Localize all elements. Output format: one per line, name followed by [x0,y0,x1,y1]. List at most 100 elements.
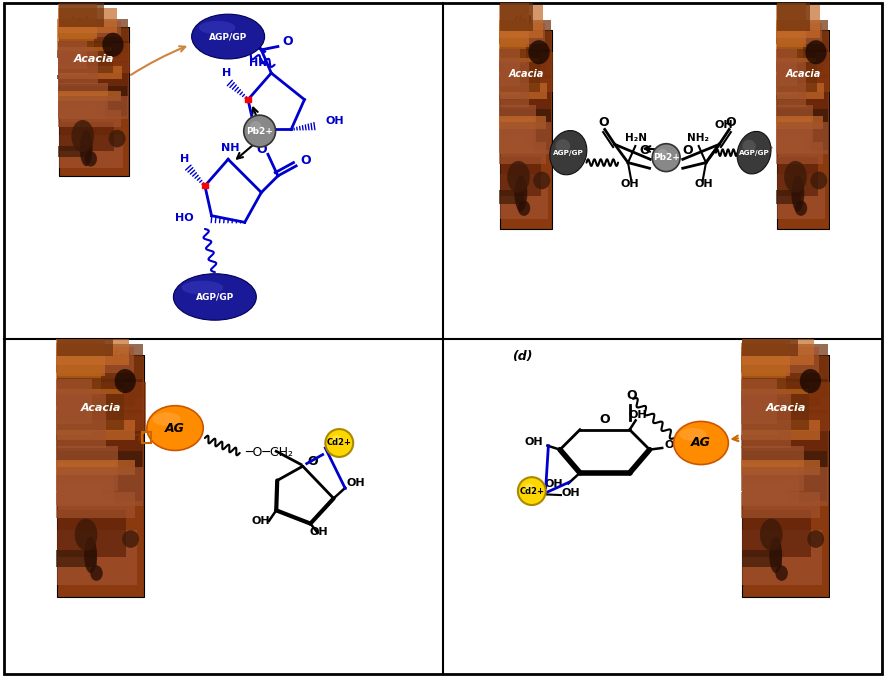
Ellipse shape [805,40,827,64]
Text: (c): (c) [112,350,131,363]
Bar [777,52,829,92]
Bar [741,394,820,406]
Ellipse shape [737,131,771,174]
Text: Cd2+: Cd2+ [519,487,544,496]
Bar [776,105,813,142]
Bar [499,142,546,164]
Bar [742,382,831,431]
Ellipse shape [72,120,94,152]
Bar [742,462,799,506]
Bar [776,60,805,106]
Bar [777,61,798,99]
Bar [742,446,804,492]
Text: Acacia: Acacia [766,403,805,414]
Text: O: O [307,454,318,468]
Bar [58,4,97,39]
Bar [776,118,811,154]
Text: Acacia: Acacia [785,68,820,79]
Bar [742,391,791,448]
Ellipse shape [549,131,587,175]
Bar [58,135,123,168]
Bar [57,383,118,422]
Bar [500,20,551,66]
Bar [501,0,533,31]
Text: O: O [283,35,293,48]
Text: OH: OH [347,478,366,488]
Text: O: O [626,389,637,402]
Ellipse shape [769,537,782,573]
Bar [777,52,813,85]
Text: OH: OH [715,120,734,130]
Bar [58,393,92,439]
Bar [742,389,808,394]
Bar [777,49,817,92]
Bar [202,183,207,188]
Bar [58,510,126,556]
Bar [56,460,135,475]
Ellipse shape [533,172,550,190]
Bar [742,420,795,430]
Bar [57,467,143,506]
Bar [58,61,128,96]
Bar [58,355,144,597]
Text: O: O [682,144,693,157]
Text: OH: OH [664,440,683,450]
Bar [58,66,122,79]
Bar [741,352,787,372]
Ellipse shape [84,151,97,167]
Bar [500,135,526,152]
Bar [57,389,123,394]
Bar [776,0,805,47]
Bar [776,20,803,64]
Text: O: O [726,116,736,129]
Bar [742,460,820,475]
Ellipse shape [760,519,782,550]
Bar [58,50,87,79]
Text: AGP/GP: AGP/GP [196,292,234,301]
Text: OH: OH [562,488,580,498]
Bar [500,49,520,86]
Bar [500,58,540,62]
Bar [500,52,553,92]
Text: O: O [300,154,311,167]
Bar [499,116,546,129]
Bar [501,61,521,99]
Bar [58,122,114,151]
Text: O: O [598,116,609,129]
Bar [58,43,130,73]
Text: HO: HO [175,213,193,223]
Text: OH: OH [326,116,345,127]
Ellipse shape [109,130,126,148]
Text: ─O─CH₂: ─O─CH₂ [245,446,293,460]
Bar [742,379,828,414]
Bar [56,492,135,519]
Bar [500,118,534,154]
Circle shape [244,115,276,147]
Bar [742,530,822,585]
Bar [56,446,119,492]
Ellipse shape [791,175,804,211]
Bar [56,352,102,372]
Bar [742,355,828,597]
Bar [742,467,828,506]
Bar [499,27,526,44]
Bar [776,49,797,86]
Bar [58,66,101,72]
Circle shape [325,429,354,457]
Ellipse shape [800,369,821,393]
Ellipse shape [556,139,570,152]
Bar [57,325,129,365]
Bar [142,433,152,443]
Ellipse shape [742,139,756,152]
Bar [742,393,777,439]
Bar [58,307,113,356]
Bar [57,379,143,414]
Bar [58,91,121,101]
Ellipse shape [174,274,256,320]
Text: (d): (d) [512,350,532,363]
Bar [742,307,798,356]
Ellipse shape [811,172,828,190]
Bar [57,318,105,376]
Text: O: O [233,23,244,37]
Bar [500,190,524,204]
